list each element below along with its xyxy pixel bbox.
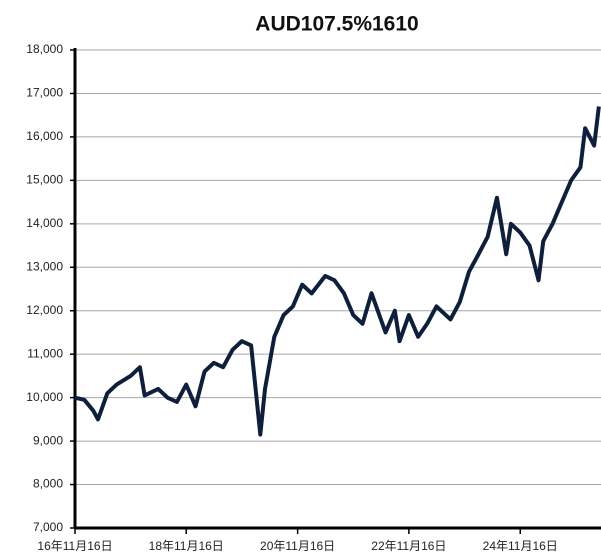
y-tick-label: 15,000 [26,173,63,187]
y-tick-label: 12,000 [26,303,63,317]
y-tick-label: 9,000 [33,433,63,447]
x-tick-label: 18年11月16日 [149,539,224,553]
y-tick-label: 18,000 [26,42,63,56]
y-tick-label: 7,000 [33,520,63,534]
line-series [74,106,601,437]
y-tick-label: 8,000 [33,477,63,491]
y-tick-label: 13,000 [26,259,63,273]
x-tick-label: 24年11月16日 [483,539,558,553]
x-tick-label: 22年11月16日 [371,539,446,553]
y-tick-label: 17,000 [26,86,63,100]
x-tick-label: 16年11月16日 [37,539,112,553]
x-tick-label: 20年11月16日 [260,539,335,553]
y-tick-label: 14,000 [26,216,63,230]
y-tick-label: 11,000 [27,346,63,360]
y-tick-label: 10,000 [26,390,63,404]
y-tick-label: 16,000 [26,129,63,143]
chart-title: AUD107.5%1610 [255,13,418,36]
